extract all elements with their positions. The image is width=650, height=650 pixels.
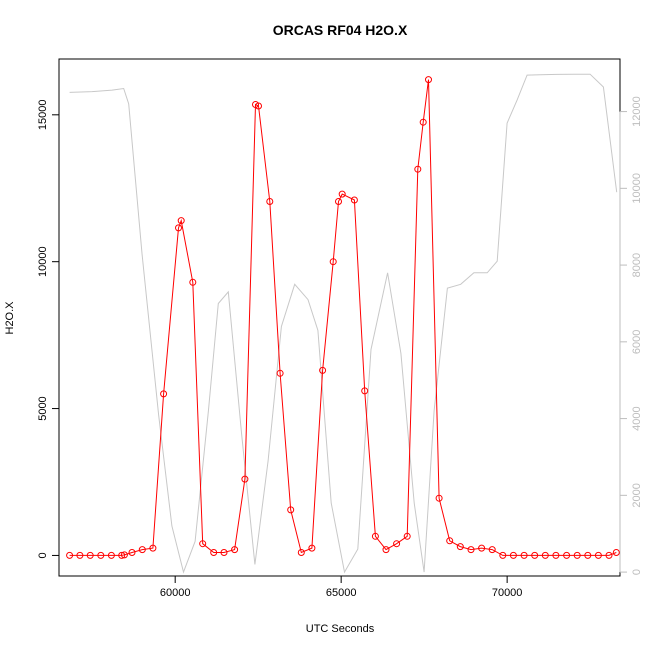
data-point — [467, 546, 475, 554]
data-point — [393, 540, 401, 548]
data-point — [446, 537, 454, 545]
y2-tick-label: 12000 — [631, 96, 643, 127]
data-point — [66, 551, 74, 559]
data-point — [488, 546, 496, 554]
data-point — [414, 165, 422, 173]
data-point — [138, 546, 146, 554]
y-tick-label: 0 — [37, 552, 49, 558]
x-tick-label: 60000 — [160, 587, 191, 599]
gray-series-line — [69, 73, 618, 574]
data-point — [241, 475, 249, 483]
data-point — [287, 506, 295, 514]
y2-tick-label: 0 — [631, 569, 643, 575]
data-point — [175, 224, 182, 232]
data-point — [210, 549, 218, 556]
data-point — [189, 278, 197, 286]
right-axis: 0 2000 4000 6000 8000 10000 12000 — [619, 96, 643, 575]
data-point — [612, 549, 620, 556]
data-point — [456, 543, 464, 551]
y2-tick-label: 6000 — [631, 330, 643, 354]
data-point — [231, 546, 239, 554]
data-point — [478, 544, 486, 552]
data-point — [107, 551, 115, 559]
data-point — [403, 532, 411, 540]
data-point — [160, 390, 168, 398]
data-point — [382, 546, 390, 554]
data-point — [584, 551, 592, 559]
data-point — [128, 549, 136, 556]
data-point — [266, 198, 274, 205]
data-point — [329, 258, 337, 266]
data-point — [573, 551, 581, 559]
data-point — [149, 544, 157, 552]
data-point — [276, 369, 284, 377]
y2-tick-label: 2000 — [631, 483, 643, 507]
y-tick-label: 15000 — [37, 100, 49, 131]
data-point — [499, 551, 507, 559]
data-point — [594, 551, 602, 559]
y-axis-label: H2O.X — [4, 301, 16, 335]
data-point — [335, 198, 342, 205]
y-tick-label: 5000 — [37, 396, 49, 420]
data-point — [220, 549, 228, 556]
x-tick-label: 65000 — [326, 587, 357, 599]
bottom-axis: 60000 65000 70000 — [160, 575, 523, 599]
data-point — [255, 102, 262, 110]
data-point — [97, 551, 105, 559]
left-axis: 0 5000 10000 15000 — [37, 100, 60, 559]
data-point — [338, 190, 346, 198]
x-axis-label: UTC Seconds — [306, 623, 375, 635]
y2-tick-label: 8000 — [631, 253, 643, 277]
data-point — [541, 551, 549, 559]
data-point — [177, 217, 185, 225]
data-point — [297, 549, 305, 556]
data-point — [120, 551, 128, 559]
data-point — [563, 551, 571, 559]
data-point — [435, 494, 443, 502]
data-point — [118, 551, 126, 559]
x-tick-label: 70000 — [492, 587, 523, 599]
y-tick-label: 10000 — [37, 246, 49, 277]
data-point — [520, 551, 528, 559]
data-point — [371, 532, 379, 540]
y2-tick-label: 10000 — [631, 173, 643, 204]
plot-frame — [58, 58, 621, 577]
data-point — [361, 387, 369, 395]
series-layer — [66, 73, 620, 574]
data-point — [319, 366, 327, 374]
data-point — [552, 551, 560, 559]
chart-title: ORCAS RF04 H2O.X — [273, 22, 408, 38]
data-point — [350, 196, 358, 204]
data-point — [76, 551, 84, 559]
data-point — [509, 551, 517, 559]
data-point — [199, 540, 207, 548]
data-point — [531, 551, 539, 559]
data-point — [419, 118, 427, 126]
y2-tick-label: 4000 — [631, 406, 643, 430]
data-point — [86, 551, 94, 559]
data-point — [425, 76, 432, 84]
red-series-line — [69, 79, 617, 556]
data-point — [308, 544, 316, 552]
data-point — [605, 551, 613, 559]
